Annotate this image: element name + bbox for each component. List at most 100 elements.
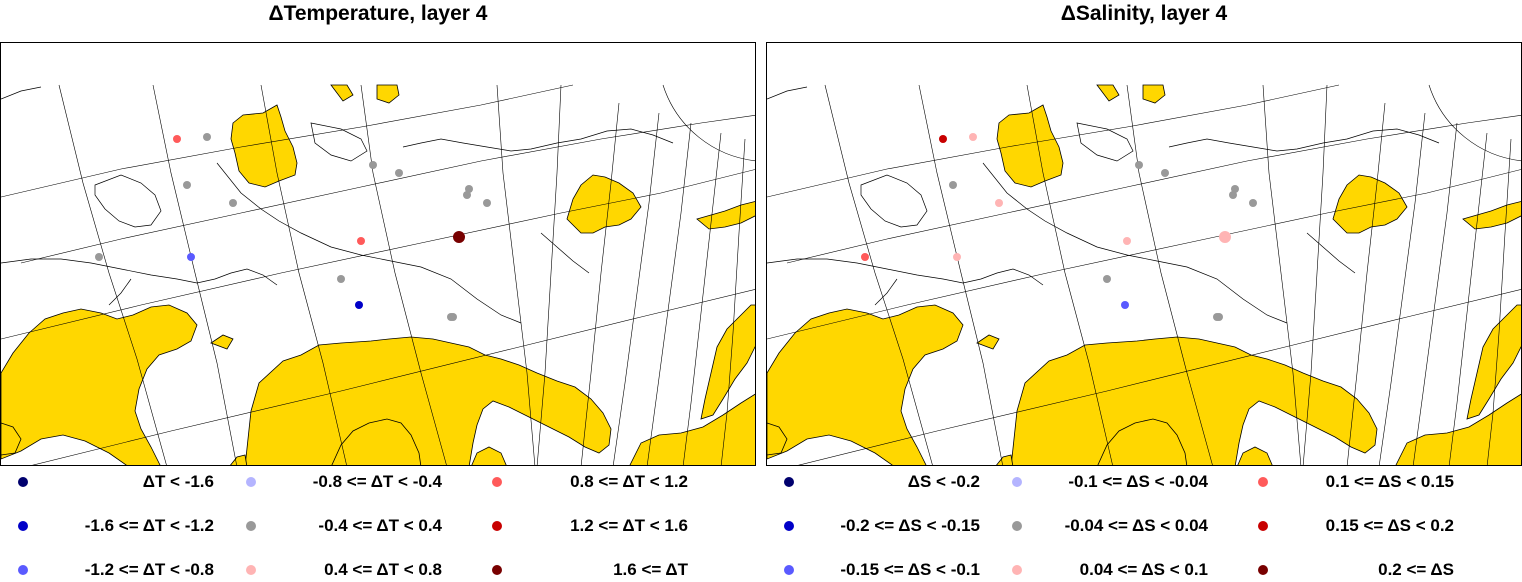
temperature-graticule-line	[536, 84, 562, 465]
salinity-graticule-line	[1302, 84, 1328, 465]
temperature-legend-label: -1.2 <= ΔT < -0.8	[84, 560, 214, 579]
temperature-land-iceland	[230, 454, 248, 465]
salinity-legend-item: 0.1 <= ΔS < 0.15	[1258, 470, 1498, 492]
salinity-contour	[767, 86, 808, 100]
salinity-land-franz-josef	[1332, 174, 1408, 234]
temperature-legend-item: -1.2 <= ΔT < -0.8	[18, 558, 258, 580]
temperature-graticule-line	[580, 102, 620, 465]
temperature-legend-item: 0.8 <= ΔT < 1.2	[492, 470, 732, 492]
temperature-graticule-line	[58, 84, 167, 465]
temperature-legend-item: 0.4 <= ΔT < 0.8	[246, 558, 486, 580]
salinity-graticule-line	[1262, 84, 1302, 465]
salinity-panel: ΔSalinity, layer 4 ΔS < -0.2 -0.2 <= ΔS <…	[766, 0, 1522, 580]
salinity-land-greenland-bits	[976, 334, 1000, 350]
salinity-station-point	[953, 253, 961, 261]
salinity-graticule-line	[767, 169, 1521, 340]
temperature-station-point	[447, 313, 455, 321]
temperature-graticule-circle	[662, 84, 755, 162]
temperature-map-title: ΔTemperature, layer 4	[268, 2, 488, 25]
temperature-station-point	[463, 191, 471, 199]
salinity-legend-swatch	[784, 565, 794, 575]
salinity-legend-swatch	[1012, 521, 1022, 531]
salinity-graticule-line	[824, 84, 933, 465]
salinity-graticule-line	[1378, 112, 1426, 465]
salinity-legend-label: ΔS < -0.2	[907, 472, 980, 491]
temperature-legend-swatch	[246, 521, 256, 531]
temperature-map[interactable]	[0, 42, 756, 466]
temperature-land-greenland-south	[1, 304, 198, 465]
temperature-graticule-line	[496, 84, 536, 465]
salinity-station-point	[1219, 231, 1231, 243]
temperature-land-franz-josef	[566, 174, 642, 234]
temperature-legend-item: -1.6 <= ΔT < -1.2	[18, 514, 258, 536]
temperature-land-iceland-west	[1, 422, 22, 456]
temperature-graticule-line	[152, 84, 237, 465]
temperature-legend-label: 1.2 <= ΔT < 1.6	[570, 516, 688, 535]
salinity-land-russia-east	[1395, 393, 1521, 465]
salinity-land-novaya	[1466, 304, 1521, 420]
salinity-station-point	[1121, 301, 1129, 309]
temperature-contour	[1, 258, 278, 286]
temperature-land-russia-east	[629, 393, 755, 465]
salinity-legend-label: 0.04 <= ΔS < 0.1	[1079, 560, 1208, 579]
temperature-contour	[216, 162, 522, 324]
temperature-legend-swatch	[246, 565, 256, 575]
temperature-legend-item: 1.6 <= ΔT	[492, 558, 732, 580]
salinity-station-point	[1103, 275, 1111, 283]
temperature-land-baltic-east	[471, 446, 507, 465]
temperature-station-point	[95, 253, 103, 261]
salinity-station-point	[969, 133, 977, 141]
salinity-land-svalbard	[996, 104, 1064, 188]
salinity-legend-label: -0.04 <= ΔS < 0.04	[1064, 516, 1208, 535]
salinity-map-title: ΔSalinity, layer 4	[1060, 2, 1228, 25]
temperature-station-point	[173, 135, 181, 143]
temperature-graticule-line	[1, 169, 755, 340]
temperature-contour	[1, 86, 42, 100]
salinity-legend-item: -0.15 <= ΔS < -0.1	[784, 558, 1024, 580]
salinity-graticule-line	[786, 114, 1521, 264]
temperature-map-canvas	[1, 43, 755, 465]
salinity-map[interactable]	[766, 42, 1522, 466]
salinity-land-iceland	[996, 454, 1014, 465]
salinity-legend-swatch	[1258, 521, 1268, 531]
salinity-legend: ΔS < -0.2 -0.2 <= ΔS < -0.15 -0.15 <= ΔS <…	[766, 466, 1522, 580]
salinity-graticule-line	[767, 84, 1340, 198]
temperature-legend-swatch	[492, 477, 502, 487]
salinity-legend-swatch	[1258, 565, 1268, 575]
salinity-graticule-line	[1486, 138, 1512, 465]
salinity-graticule-line	[1126, 84, 1213, 465]
temperature-legend-label: -0.8 <= ΔT < -0.4	[312, 472, 442, 491]
salinity-legend-item: 0.15 <= ΔS < 0.2	[1258, 514, 1498, 536]
salinity-map-canvas	[767, 43, 1521, 465]
salinity-legend-swatch	[1012, 477, 1022, 487]
salinity-legend-swatch	[1258, 477, 1268, 487]
temperature-legend-item: 1.2 <= ΔT < 1.6	[492, 514, 732, 536]
temperature-legend-item: ΔT < -1.6	[18, 470, 258, 492]
salinity-legend-item: 0.04 <= ΔS < 0.1	[1012, 558, 1252, 580]
salinity-contour	[1168, 128, 1440, 152]
temperature-legend-label: 0.8 <= ΔT < 1.2	[570, 472, 688, 491]
temperature-contour	[94, 174, 162, 228]
salinity-station-point	[861, 253, 869, 261]
salinity-contour	[1076, 122, 1134, 162]
temperature-contour	[108, 278, 132, 306]
temperature-graticule-line	[32, 289, 755, 465]
temperature-legend: ΔT < -1.6 -1.6 <= ΔT < -1.2 -1.2 <= ΔT < -…	[0, 466, 756, 580]
temperature-station-point	[483, 199, 491, 207]
salinity-legend-swatch	[784, 521, 794, 531]
temperature-land-greenland-bits	[210, 334, 234, 350]
salinity-contour	[860, 174, 928, 228]
salinity-station-point	[1213, 313, 1221, 321]
temperature-legend-label: 0.4 <= ΔT < 0.8	[324, 560, 442, 579]
salinity-land-top-land	[1096, 84, 1120, 102]
temperature-station-point	[355, 301, 363, 309]
temperature-station-point	[395, 169, 403, 177]
temperature-legend-swatch	[18, 477, 28, 487]
temperature-graticule-line	[720, 138, 746, 465]
salinity-legend-item: ΔS < -0.2	[784, 470, 1024, 492]
temperature-legend-item: -0.4 <= ΔT < 0.4	[246, 514, 486, 536]
temperature-station-point	[453, 231, 465, 243]
temperature-legend-label: -1.6 <= ΔT < -1.2	[84, 516, 214, 535]
salinity-legend-label: 0.2 <= ΔS	[1378, 560, 1454, 579]
salinity-graticule-line	[1448, 132, 1488, 465]
